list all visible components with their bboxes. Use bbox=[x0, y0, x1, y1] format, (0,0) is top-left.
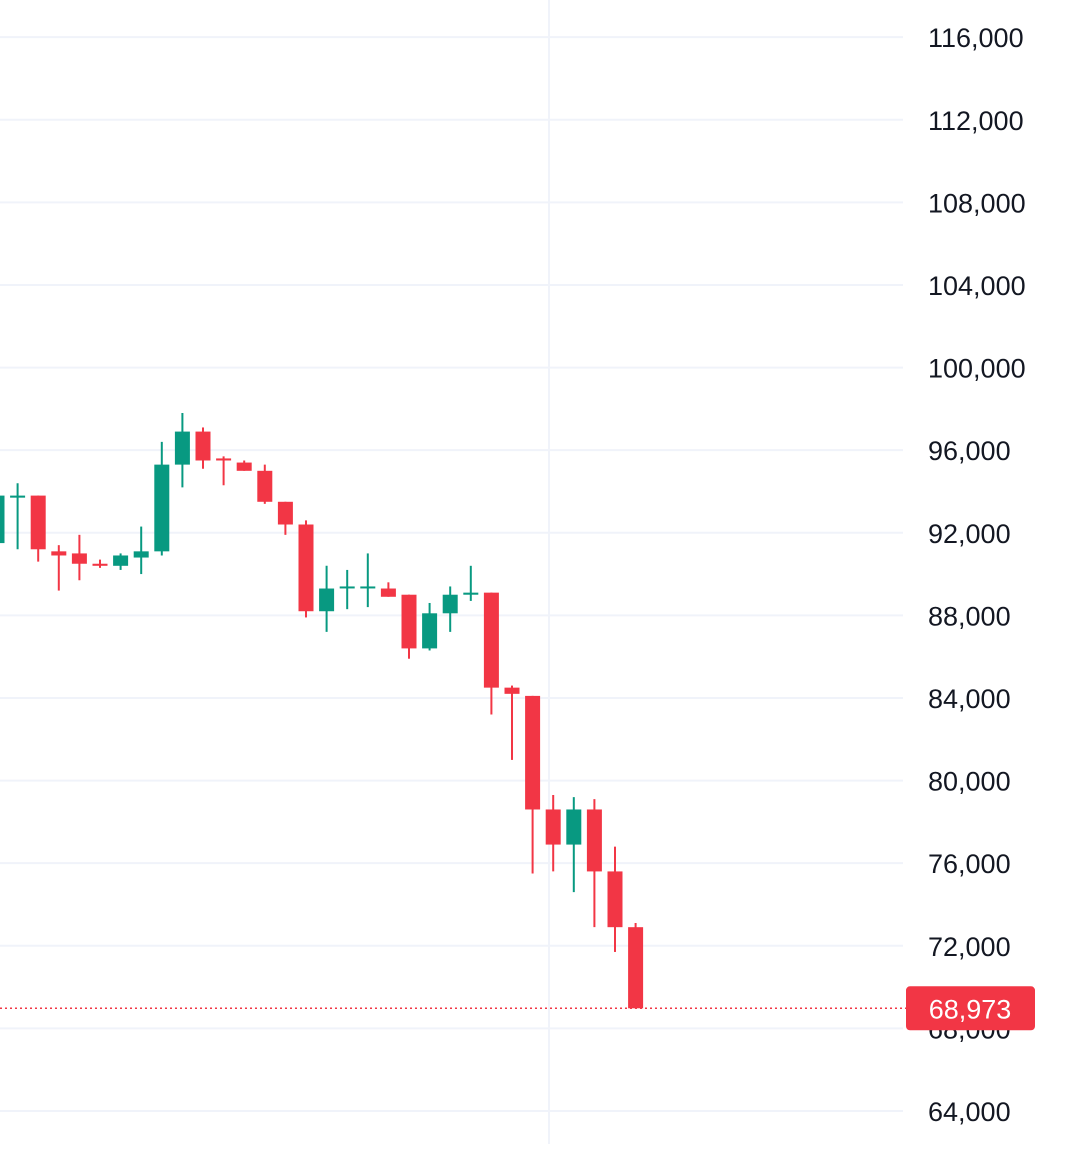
current-price-tag-bg bbox=[906, 986, 1035, 1031]
candle-body bbox=[154, 464, 170, 552]
price-axis[interactable]: 64,00068,00072,00076,00080,00084,00088,0… bbox=[928, 23, 1026, 1127]
candle-body bbox=[360, 586, 376, 589]
current-price-label: 68,973 bbox=[929, 994, 1012, 1024]
candle-body bbox=[0, 495, 5, 544]
candle bbox=[277, 501, 293, 535]
candle bbox=[51, 545, 67, 591]
candle bbox=[525, 695, 541, 874]
candle bbox=[154, 441, 170, 556]
candle bbox=[10, 483, 26, 550]
y-tick-label: 100,000 bbox=[928, 354, 1026, 384]
candle bbox=[0, 495, 5, 544]
candle bbox=[257, 464, 273, 504]
candle-body bbox=[545, 809, 561, 845]
candle bbox=[504, 685, 520, 760]
current-price-tag: 68,973 bbox=[906, 986, 1035, 1031]
candle bbox=[174, 412, 190, 488]
y-tick-label: 84,000 bbox=[928, 684, 1011, 714]
candle-body bbox=[30, 495, 46, 550]
candle-body bbox=[380, 588, 396, 597]
y-tick-label: 96,000 bbox=[928, 436, 1011, 466]
grid-lines bbox=[0, 36, 903, 1112]
y-tick-label: 92,000 bbox=[928, 519, 1011, 549]
candle bbox=[92, 559, 108, 568]
y-tick-label: 72,000 bbox=[928, 932, 1011, 962]
candle-body bbox=[92, 563, 108, 566]
candle bbox=[195, 427, 211, 469]
y-tick-label: 76,000 bbox=[928, 849, 1011, 879]
candle-body bbox=[10, 495, 26, 498]
candle-body bbox=[339, 586, 355, 589]
candle-body bbox=[236, 462, 252, 471]
candle bbox=[30, 495, 46, 562]
candle bbox=[71, 534, 87, 581]
candle bbox=[483, 592, 499, 715]
candle-body bbox=[133, 551, 149, 558]
candle bbox=[216, 456, 232, 486]
y-tick-label: 104,000 bbox=[928, 271, 1026, 301]
candle bbox=[133, 526, 149, 575]
candle bbox=[113, 553, 129, 570]
candle-body bbox=[586, 809, 602, 872]
candle bbox=[586, 799, 602, 928]
candle-body bbox=[422, 613, 438, 649]
candle-body bbox=[319, 588, 335, 612]
candle bbox=[607, 846, 623, 952]
candle-body bbox=[298, 524, 314, 612]
candle-body bbox=[504, 687, 520, 694]
candle-body bbox=[463, 592, 479, 595]
candle bbox=[339, 569, 355, 610]
candle bbox=[401, 594, 417, 659]
candle bbox=[380, 582, 396, 597]
candle-body bbox=[195, 431, 211, 461]
y-tick-label: 88,000 bbox=[928, 601, 1011, 631]
y-tick-label: 80,000 bbox=[928, 767, 1011, 797]
candle-body bbox=[71, 553, 87, 564]
candle bbox=[545, 795, 561, 872]
candle-body bbox=[525, 695, 541, 810]
candle bbox=[628, 923, 644, 1009]
candle-body bbox=[442, 594, 458, 614]
y-tick-label: 64,000 bbox=[928, 1097, 1011, 1127]
candle-body bbox=[51, 551, 67, 556]
candle-body bbox=[628, 927, 644, 1009]
candles bbox=[0, 412, 644, 1009]
candle bbox=[360, 553, 376, 608]
candle bbox=[422, 602, 438, 651]
y-tick-label: 112,000 bbox=[928, 106, 1024, 136]
candle-body bbox=[257, 470, 273, 502]
candle-body bbox=[113, 555, 129, 566]
y-tick-label: 116,000 bbox=[928, 23, 1024, 53]
candle-body bbox=[277, 501, 293, 525]
candle-body bbox=[566, 809, 582, 845]
candle-body bbox=[216, 458, 232, 461]
candle bbox=[463, 565, 479, 601]
candle bbox=[236, 460, 252, 471]
candle bbox=[319, 565, 335, 632]
candle bbox=[442, 586, 458, 632]
candle-body bbox=[401, 594, 417, 649]
y-tick-label: 108,000 bbox=[928, 188, 1026, 218]
candle-body bbox=[174, 431, 190, 465]
candle bbox=[566, 797, 582, 893]
candle-body bbox=[483, 592, 499, 688]
candle bbox=[298, 520, 314, 618]
candle-body bbox=[607, 871, 623, 928]
